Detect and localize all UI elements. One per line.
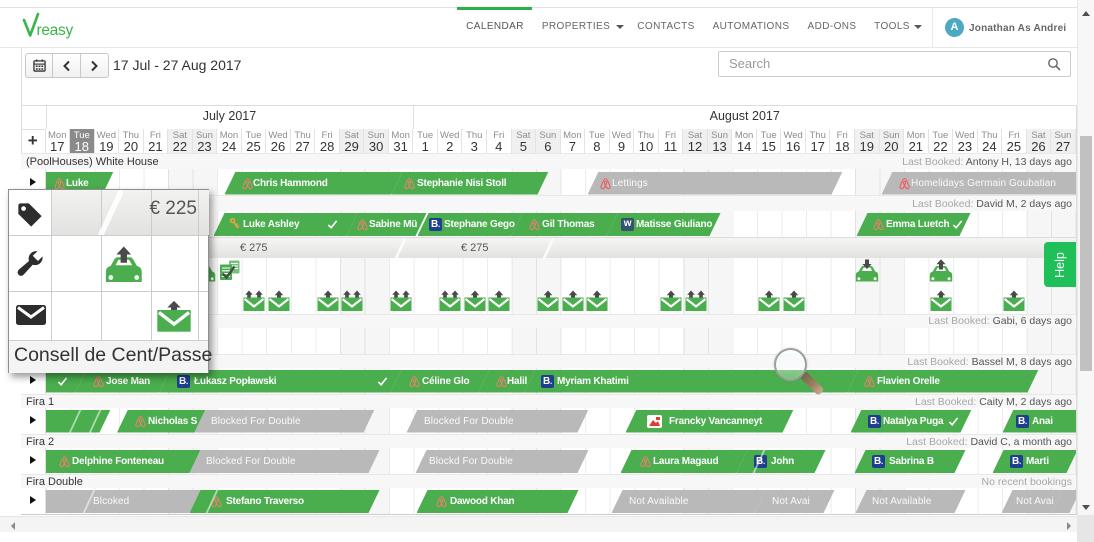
svg-text:reasy: reasy <box>37 22 74 39</box>
